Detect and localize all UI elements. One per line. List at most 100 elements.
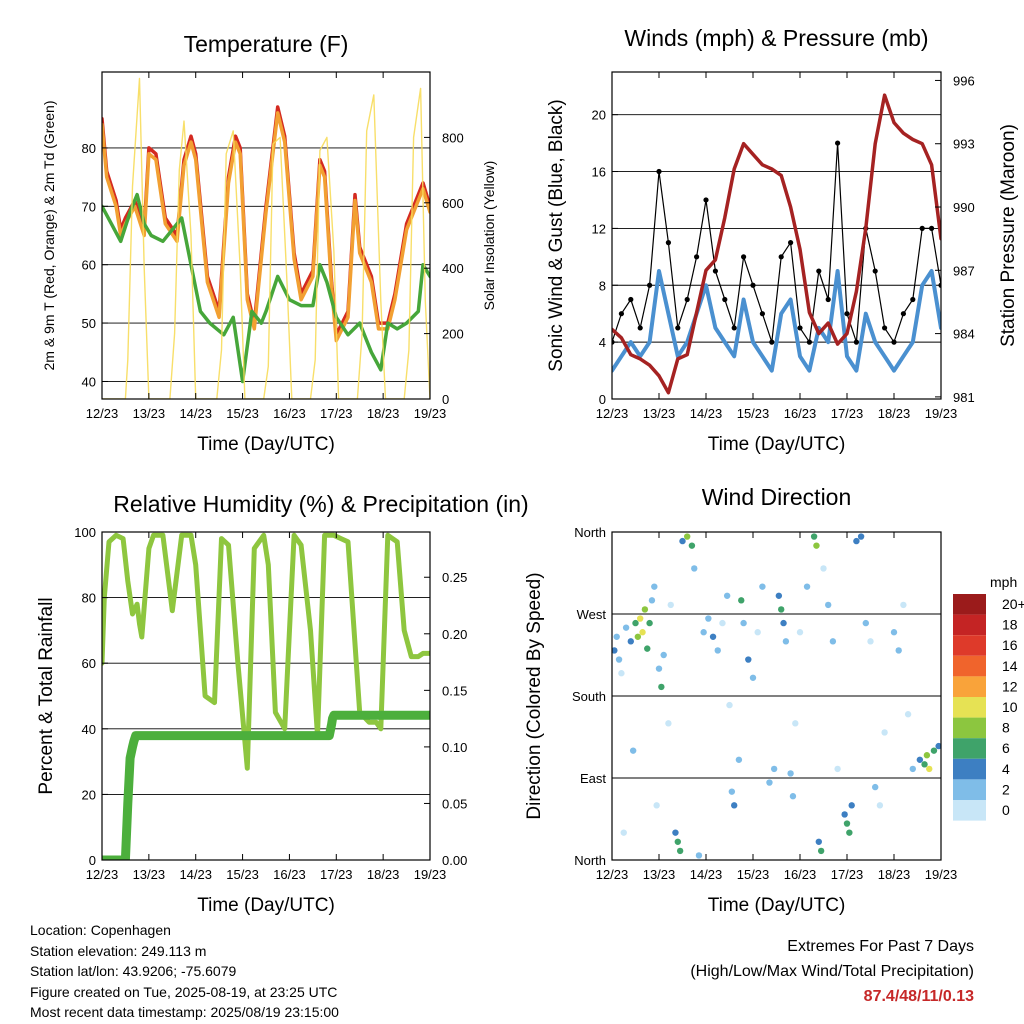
direction-point bbox=[754, 629, 761, 636]
y-right-tick-label: 0.25 bbox=[442, 570, 467, 585]
direction-point bbox=[770, 765, 778, 773]
direction-point bbox=[876, 802, 884, 809]
y-right-axis-label: Solar Insolation (Yellow) bbox=[481, 161, 497, 311]
direction-point bbox=[862, 619, 869, 627]
direction-point bbox=[930, 747, 938, 754]
legend-swatch bbox=[953, 635, 986, 656]
gust-point bbox=[750, 282, 756, 288]
gust-point bbox=[684, 296, 690, 303]
direction-point bbox=[766, 779, 773, 786]
extremes-title: Extremes For Past 7 Days bbox=[787, 938, 974, 955]
direction-point bbox=[900, 601, 907, 609]
x-axis-label: Time (Day/UTC) bbox=[197, 434, 335, 455]
direction-point bbox=[759, 583, 766, 590]
direction-point bbox=[829, 638, 837, 645]
x-tick-label: 18/23 bbox=[367, 406, 400, 421]
gust-point bbox=[938, 282, 941, 288]
direction-point bbox=[780, 619, 787, 627]
direction-point bbox=[731, 802, 738, 809]
plot-frame bbox=[101, 531, 431, 861]
x-tick-label: 17/23 bbox=[320, 867, 353, 882]
direction-point bbox=[714, 647, 721, 654]
direction-point bbox=[740, 619, 747, 627]
legend-swatch bbox=[953, 779, 986, 800]
y-tick-label: 60 bbox=[82, 656, 96, 671]
legend-swatch bbox=[953, 676, 986, 697]
direction-point bbox=[921, 761, 928, 768]
station-info: Location: Copenhagen Station elevation: … bbox=[30, 920, 339, 1023]
direction-point bbox=[615, 656, 623, 663]
plot-area bbox=[102, 532, 430, 860]
y-right-tick-label: 200 bbox=[442, 327, 464, 342]
legend-swatch bbox=[953, 800, 986, 821]
x-tick-label: 15/23 bbox=[226, 867, 259, 882]
series-line-total-precipitation bbox=[102, 710, 430, 860]
gust-point bbox=[741, 254, 747, 260]
direction-point bbox=[853, 537, 860, 545]
x-tick-label: 18/23 bbox=[878, 406, 911, 421]
direction-point bbox=[909, 765, 916, 773]
direction-point bbox=[749, 674, 757, 681]
gust-point bbox=[853, 339, 860, 345]
gust-point bbox=[778, 254, 784, 260]
direction-point bbox=[665, 720, 672, 727]
elevation-text: Station elevation: 249.113 m bbox=[30, 942, 207, 959]
gust-point bbox=[844, 311, 850, 317]
direction-point bbox=[634, 633, 642, 640]
x-tick-label: 13/23 bbox=[133, 406, 166, 421]
created-text: Figure created on Tue, 2025-08-19, at 23… bbox=[30, 983, 338, 1000]
gust-point bbox=[656, 168, 662, 175]
gust-point bbox=[816, 268, 822, 274]
y-axis-label: Percent & Total Rainfall bbox=[36, 597, 57, 794]
gust-point bbox=[872, 268, 878, 274]
direction-point bbox=[803, 583, 811, 590]
direction-point bbox=[679, 537, 686, 545]
x-tick-label: 18/23 bbox=[878, 867, 911, 882]
direction-point bbox=[735, 756, 743, 763]
direction-point bbox=[648, 597, 656, 604]
y-right-tick-label: 0.05 bbox=[442, 796, 467, 811]
x-tick-label: 12/23 bbox=[86, 867, 119, 882]
direction-point bbox=[728, 788, 736, 795]
series-line-2m-td bbox=[102, 192, 430, 384]
latlon-text: Station lat/lon: 43.9206; -75.6079 bbox=[30, 963, 237, 979]
x-axis-label: Time (Day/UTC) bbox=[708, 434, 846, 455]
panel-humidity: Relative Humidity (%) & Precipitation (i… bbox=[36, 491, 529, 916]
gust-point bbox=[891, 339, 897, 345]
legend-swatch bbox=[953, 758, 986, 780]
gust-point bbox=[712, 268, 719, 274]
series-line-gust bbox=[612, 142, 941, 343]
direction-point bbox=[674, 838, 681, 845]
direction-point bbox=[923, 752, 931, 759]
direction-point bbox=[695, 852, 703, 859]
x-tick-label: 13/23 bbox=[643, 406, 676, 421]
direction-point bbox=[688, 542, 696, 549]
y-tick-label: 40 bbox=[82, 374, 96, 389]
direction-point bbox=[655, 665, 663, 672]
legend-label: 6 bbox=[1002, 740, 1010, 756]
legend-swatch bbox=[953, 614, 986, 636]
extremes-block: Extremes For Past 7 Days (High/Low/Max W… bbox=[690, 934, 974, 1009]
legend-label: 10 bbox=[1002, 699, 1018, 715]
x-tick-label: 12/23 bbox=[596, 406, 629, 421]
x-tick-label: 15/23 bbox=[737, 867, 770, 882]
direction-point bbox=[639, 629, 646, 636]
y-tick-label: 16 bbox=[592, 165, 606, 180]
gust-point bbox=[628, 296, 634, 303]
direction-point bbox=[705, 615, 712, 622]
legend-label: 14 bbox=[1002, 658, 1018, 674]
y-tick-label: 20 bbox=[82, 787, 96, 802]
direction-point bbox=[890, 629, 898, 636]
direction-point bbox=[700, 629, 707, 636]
gust-point bbox=[694, 254, 700, 260]
x-tick-label: 16/23 bbox=[784, 867, 817, 882]
direction-point bbox=[825, 601, 832, 609]
legend-title: mph bbox=[990, 574, 1017, 590]
x-tick-label: 14/23 bbox=[690, 867, 723, 882]
direction-point bbox=[778, 606, 785, 613]
chart-title: Wind Direction bbox=[702, 484, 852, 510]
plot-area bbox=[612, 533, 941, 859]
gust-point bbox=[835, 140, 841, 146]
chart-title: Winds (mph) & Pressure (mb) bbox=[624, 25, 928, 51]
direction-point bbox=[789, 793, 797, 800]
